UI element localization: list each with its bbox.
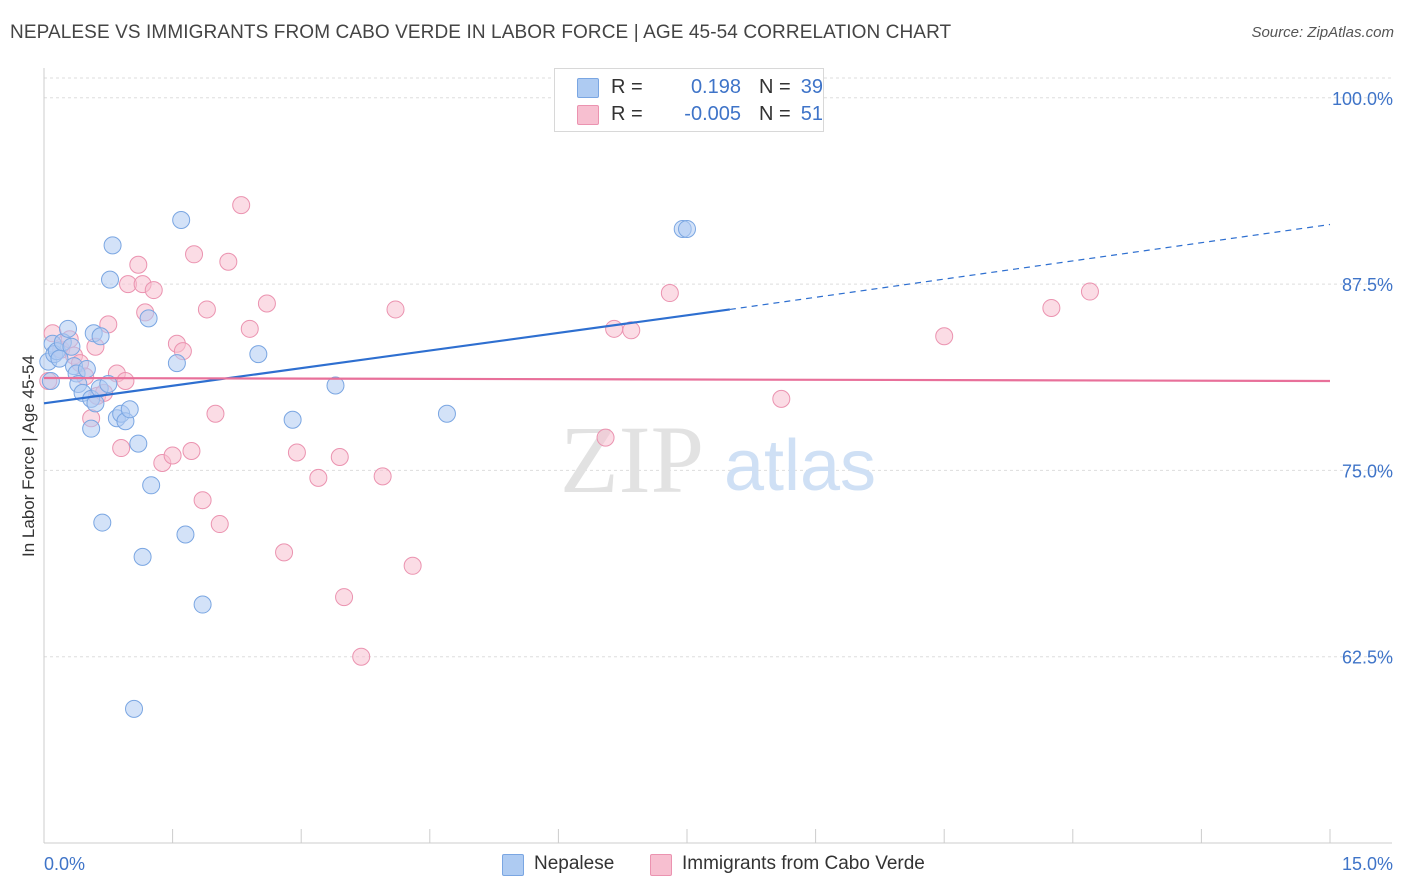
chart-source: Source: ZipAtlas.com	[1251, 24, 1394, 41]
nepalese-point	[176, 525, 195, 544]
nepalese-point	[120, 400, 139, 419]
nepalese-point	[167, 354, 186, 373]
nepalese-point	[77, 360, 96, 379]
r-value: -0.005	[684, 103, 741, 125]
y-tick-label: 62.5%	[1342, 648, 1393, 668]
watermark-atlas: atlas	[724, 426, 876, 506]
cabo-verde-point	[182, 442, 201, 461]
nepalese-point	[283, 410, 302, 429]
nepalese-point	[249, 345, 268, 364]
legend-label: Nepalese	[534, 853, 615, 874]
cabo-verde-swatch-icon	[577, 105, 599, 125]
cabo-verde-point	[206, 404, 225, 423]
cabo-verde-point	[1042, 298, 1061, 317]
cabo-verde-point	[232, 196, 251, 215]
nepalese-point	[139, 309, 158, 328]
legend-label: Immigrants from Cabo Verde	[682, 853, 925, 874]
r-label: R =	[611, 76, 643, 98]
nepalese-legend-swatch-icon	[502, 854, 524, 876]
cabo-verde-point	[275, 543, 294, 562]
nepalese-point	[172, 211, 191, 230]
nepalese-point	[59, 319, 78, 338]
nepalese-point	[101, 270, 120, 289]
cabo-verde-point	[772, 389, 791, 408]
nepalese-point	[41, 371, 60, 390]
nepalese-point	[103, 236, 122, 255]
nepalese-trend-line	[43, 308, 731, 405]
nepalese-point	[133, 547, 152, 566]
cabo-verde-point	[596, 428, 615, 447]
cabo-verde-point	[197, 300, 216, 319]
cabo-verde-point	[163, 446, 182, 465]
nepalese-point	[142, 476, 161, 495]
cabo-verde-point	[185, 245, 204, 264]
nepalese-point	[129, 434, 148, 453]
n-value: 51	[800, 103, 823, 125]
cabo-verde-point	[605, 319, 624, 338]
y-tick-label: 100.0%	[1332, 89, 1393, 109]
cabo-verde-point	[210, 515, 229, 534]
stats-legend: R = 0.198 N = 39 R = -0.005 N = 51	[554, 68, 824, 132]
nepalese-point	[93, 513, 112, 532]
nepalese-point	[99, 374, 118, 393]
cabo-verde-point	[219, 252, 238, 271]
cabo-verde-point	[257, 294, 276, 313]
n-label: N =	[759, 76, 791, 98]
cabo-verde-point	[112, 439, 131, 458]
y-tick-label: 75.0%	[1342, 461, 1393, 481]
cabo-verde-point	[335, 588, 354, 607]
y-axis-label: In Labor Force | Age 45-54	[19, 355, 38, 557]
nepalese-point	[91, 327, 110, 346]
x-tick-label: 15.0%	[1342, 854, 1393, 874]
r-label: R =	[611, 103, 643, 125]
x-tick-label: 0.0%	[44, 854, 85, 874]
cabo-verde-point	[330, 447, 349, 466]
y-tick-label: 87.5%	[1342, 275, 1393, 295]
cabo-verde-trend-line	[43, 376, 1331, 383]
cabo-verde-point	[622, 321, 641, 340]
cabo-verde-point	[1080, 282, 1099, 301]
cabo-verde-point	[352, 647, 371, 666]
cabo-verde-point	[116, 371, 135, 390]
n-label: N =	[759, 103, 791, 125]
cabo-verde-point	[386, 300, 405, 319]
n-value: 39	[800, 76, 823, 98]
nepalese-point	[193, 595, 212, 614]
nepalese-point	[678, 219, 696, 238]
cabo-verde-point	[309, 468, 328, 487]
cabo-verde-point	[193, 491, 212, 510]
nepalese-point	[82, 419, 101, 438]
nepalese-point	[437, 404, 456, 423]
nepalese-point	[125, 699, 144, 718]
cabo-verde-point	[287, 443, 306, 462]
cabo-verde-point	[240, 319, 259, 338]
nepalese-point	[326, 376, 345, 395]
cabo-verde-point	[935, 327, 954, 346]
watermark-zip: ZIP	[560, 406, 704, 513]
chart-title: NEPALESE VS IMMIGRANTS FROM CABO VERDE I…	[10, 22, 952, 43]
cabo-verde-legend-swatch-icon	[650, 854, 672, 876]
nepalese-trend-line-extension	[729, 223, 1331, 311]
cabo-verde-point	[129, 255, 148, 274]
cabo-verde-point	[403, 556, 422, 575]
cabo-verde-point	[373, 467, 392, 486]
cabo-verde-point	[660, 284, 679, 303]
nepalese-swatch-icon	[577, 78, 599, 98]
cabo-verde-point	[144, 281, 163, 300]
nepalese-point	[62, 337, 81, 356]
r-value: 0.198	[690, 76, 741, 98]
